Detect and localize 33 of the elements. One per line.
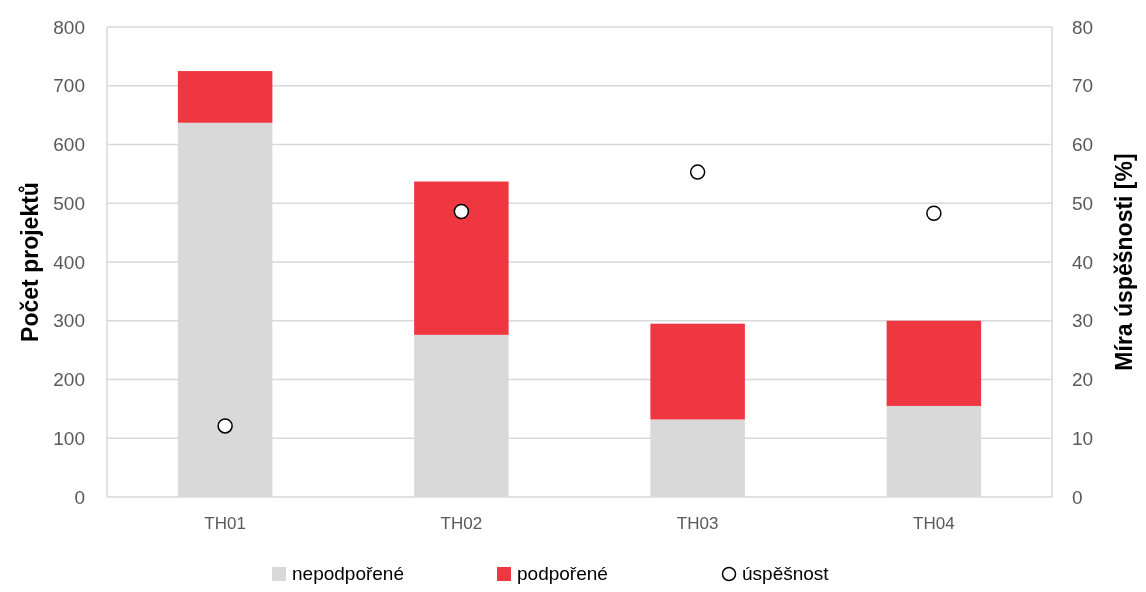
y2-tick-label: 20 — [1072, 369, 1094, 391]
bar — [177, 71, 273, 123]
bar — [650, 323, 745, 420]
y-axis-title: Počet projektů — [17, 182, 43, 342]
point — [453, 203, 470, 220]
y-tick-label: 400 — [53, 251, 85, 273]
y2-tick-label: 0 — [1072, 486, 1083, 508]
y2-tick-label: 30 — [1072, 310, 1094, 332]
y2-tick-label: 40 — [1072, 251, 1094, 273]
y2-axis-title: Míra úspěšnosti [%] — [1111, 153, 1137, 371]
bar — [886, 320, 982, 406]
y2-tick-label: 60 — [1072, 134, 1094, 156]
y-tick-label: 500 — [53, 192, 85, 214]
y2-tick-label: 10 — [1072, 427, 1094, 449]
legend-label: podpořené — [517, 563, 608, 584]
y-tick-label: 200 — [53, 369, 85, 391]
y2-tick-label: 70 — [1072, 75, 1094, 97]
x-tick-label: TH04 — [913, 514, 955, 533]
y-tick-label: 0 — [74, 486, 85, 508]
x-tick-label: TH02 — [440, 514, 483, 533]
legend-label: nepodpořené — [292, 563, 404, 584]
point — [217, 418, 233, 434]
y-tick-label: 600 — [53, 134, 85, 156]
x-tick-label: TH01 — [204, 514, 246, 533]
x-tick-label: TH03 — [676, 514, 719, 533]
y2-tick-label: 80 — [1072, 16, 1094, 38]
y2-tick-label: 50 — [1072, 192, 1094, 214]
y-tick-label: 100 — [53, 427, 85, 449]
bar — [414, 181, 509, 335]
legend-label: úspěšnost — [742, 563, 830, 584]
y-tick-label: 800 — [53, 16, 85, 38]
y-tick-label: 700 — [53, 75, 85, 97]
y-tick-label: 300 — [53, 310, 85, 332]
